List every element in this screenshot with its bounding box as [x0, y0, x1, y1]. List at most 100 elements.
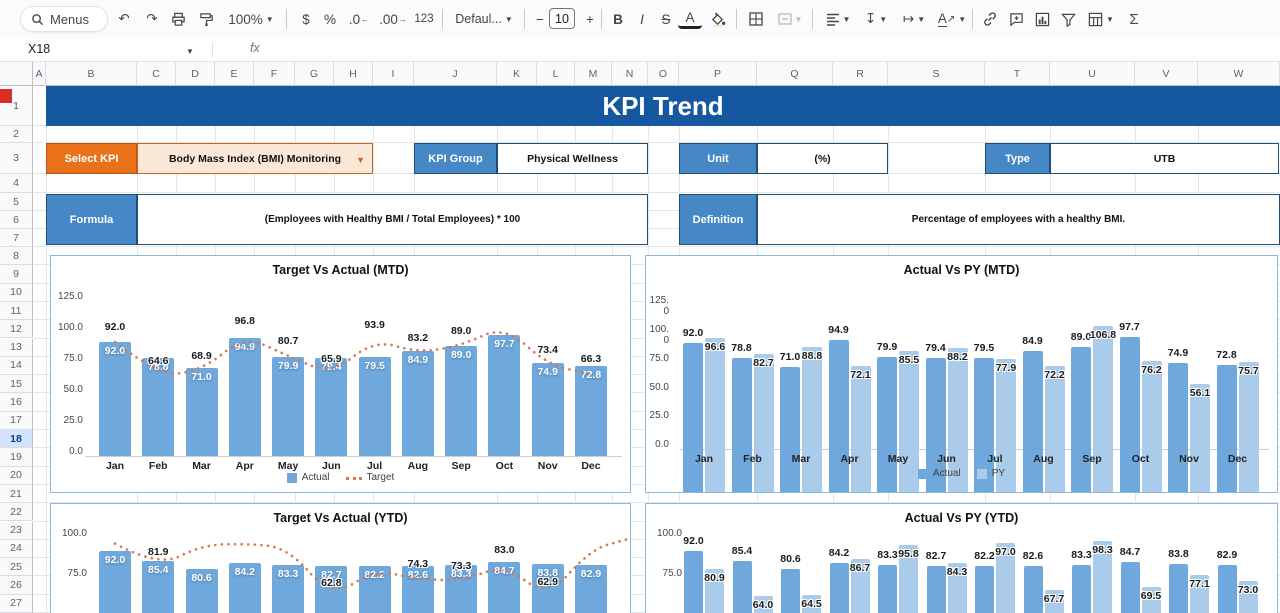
column-header-N[interactable]: N	[612, 62, 648, 86]
value-label-actual: 71.0	[191, 370, 212, 383]
row-header-24[interactable]: 24	[0, 539, 33, 559]
more-formats-button[interactable]: 123	[414, 13, 434, 25]
row-header-19[interactable]: 19	[0, 448, 33, 467]
row-header-15[interactable]: 15	[0, 375, 33, 394]
column-header-M[interactable]: M	[575, 62, 612, 86]
chart-title: Actual Vs PY (YTD)	[904, 511, 1019, 525]
format-percent-button[interactable]: %	[323, 11, 336, 27]
insert-comment-button[interactable]	[1004, 7, 1028, 31]
column-header-Q[interactable]: Q	[757, 62, 833, 86]
chart-actual-vs-py-mtd[interactable]: Actual Vs PY (MTD) 125.0 100.0 75.0 50.0 25.…	[645, 255, 1278, 493]
bold-button[interactable]: B	[613, 11, 623, 27]
column-header-S[interactable]: S	[888, 62, 985, 86]
name-box[interactable]: X18	[28, 42, 51, 56]
column-header-R[interactable]: R	[833, 62, 888, 86]
functions-button[interactable]: Σ	[1129, 10, 1139, 28]
create-filter-button[interactable]	[1056, 7, 1080, 31]
bar-py	[996, 542, 1015, 613]
column-header-O[interactable]: O	[648, 62, 679, 86]
text-color-button[interactable]: A	[678, 9, 702, 29]
column-header-A[interactable]: A	[33, 62, 46, 86]
decrease-decimal-button[interactable]: .0 ←	[344, 7, 374, 31]
column-header-I[interactable]: I	[373, 62, 414, 86]
row-header-22[interactable]: 22	[0, 503, 33, 522]
increase-decimal-button[interactable]: .00 →	[376, 7, 410, 31]
increase-font-size-button[interactable]: +	[586, 11, 594, 27]
row-header-14[interactable]: 14	[0, 356, 33, 376]
column-header-D[interactable]: D	[176, 62, 215, 86]
fill-color-button[interactable]	[706, 7, 730, 31]
column-header-P[interactable]: P	[679, 62, 757, 86]
sheet-views-button[interactable]: ▼	[1082, 7, 1120, 31]
chart-target-vs-actual-mtd[interactable]: Target Vs Actual (MTD) 125.0 100.0 75.0 50.…	[50, 255, 631, 493]
row-header-16[interactable]: 16	[0, 393, 33, 412]
row-header-13[interactable]: 13	[0, 338, 33, 357]
kpi-dropdown[interactable]: Body Mass Index (BMI) Monitoring ▼	[137, 143, 373, 174]
column-header-H[interactable]: H	[334, 62, 373, 86]
row-header-11[interactable]: 11	[0, 301, 33, 321]
chart-target-vs-actual-ytd[interactable]: Target Vs Actual (YTD) 100.0 75.0 92.0 85.4…	[50, 503, 631, 613]
font-select[interactable]: Defaul... ▼	[450, 7, 518, 31]
zoom-select[interactable]: 100% ▼	[224, 7, 278, 31]
month-label: Jul	[367, 460, 383, 472]
row-header-2[interactable]: 2	[0, 126, 33, 143]
column-header-F[interactable]: F	[254, 62, 295, 86]
row-header-21[interactable]: 21	[0, 484, 33, 504]
name-box-caret-icon[interactable]: ▼	[186, 47, 194, 56]
strikethrough-button[interactable]: S	[661, 11, 671, 27]
row-header-18[interactable]: 18	[0, 430, 33, 449]
row-header-23[interactable]: 23	[0, 521, 33, 540]
row-header-27[interactable]: 27	[0, 594, 33, 613]
select-all-corner[interactable]	[0, 62, 33, 86]
format-currency-button[interactable]: $	[302, 11, 310, 27]
row-header-20[interactable]: 20	[0, 466, 33, 485]
row-header-17[interactable]: 17	[0, 411, 33, 430]
borders-button[interactable]	[744, 7, 768, 31]
row-header-10[interactable]: 10	[0, 283, 33, 302]
column-header-B[interactable]: B	[46, 62, 137, 86]
bar-actual	[574, 365, 607, 456]
text-rotation-button[interactable]: A ↗ ▼	[937, 11, 967, 27]
kpi-group-value: Physical Wellness	[497, 143, 648, 174]
row-header-8[interactable]: 8	[0, 247, 33, 266]
value-label-actual: 82.9	[1216, 549, 1238, 562]
column-header-K[interactable]: K	[497, 62, 537, 86]
row-header-12[interactable]: 12	[0, 320, 33, 339]
row-header-4[interactable]: 4	[0, 174, 33, 193]
menus-button[interactable]: Menus	[20, 6, 108, 32]
redo-button[interactable]: ↷	[146, 11, 158, 26]
print-button[interactable]	[166, 7, 190, 31]
row-header-3[interactable]: 3	[0, 143, 33, 174]
undo-button[interactable]: ↶	[118, 11, 130, 26]
column-header-E[interactable]: E	[215, 62, 254, 86]
column-header-W[interactable]: W	[1198, 62, 1280, 86]
decrease-font-size-button[interactable]: −	[536, 11, 544, 27]
column-header-G[interactable]: G	[295, 62, 334, 86]
vertical-align-button[interactable]: ↧ ▼	[864, 11, 888, 26]
row-header-9[interactable]: 9	[0, 265, 33, 284]
paint-format-button[interactable]	[194, 7, 218, 31]
column-header-J[interactable]: J	[414, 62, 497, 86]
row-header-26[interactable]: 26	[0, 576, 33, 595]
text-wrap-button[interactable]: ↦ ▼	[902, 11, 926, 26]
merge-cells-button[interactable]: ▼	[772, 7, 808, 31]
italic-button[interactable]: I	[640, 11, 644, 27]
font-size-input[interactable]: 10	[549, 8, 575, 29]
divider	[736, 9, 737, 29]
value-label-actual: 97.7	[1119, 320, 1140, 333]
row-header-7[interactable]: 7	[0, 229, 33, 247]
legend: Actual PY	[646, 468, 1277, 479]
column-header-L[interactable]: L	[537, 62, 575, 86]
insert-chart-button[interactable]	[1030, 7, 1054, 31]
gridline	[33, 246, 1280, 247]
column-header-T[interactable]: T	[985, 62, 1050, 86]
insert-link-button[interactable]	[978, 7, 1002, 31]
row-header-5[interactable]: 5	[0, 193, 33, 211]
row-header-6[interactable]: 6	[0, 211, 33, 229]
horizontal-align-button[interactable]: ▼	[820, 7, 856, 31]
column-header-U[interactable]: U	[1050, 62, 1135, 86]
chart-actual-vs-py-ytd[interactable]: Actual Vs PY (YTD) 100.0 75.0 92.0 80.9 85.4…	[645, 503, 1278, 613]
row-header-25[interactable]: 25	[0, 558, 33, 577]
column-header-V[interactable]: V	[1135, 62, 1198, 86]
column-header-C[interactable]: C	[137, 62, 176, 86]
